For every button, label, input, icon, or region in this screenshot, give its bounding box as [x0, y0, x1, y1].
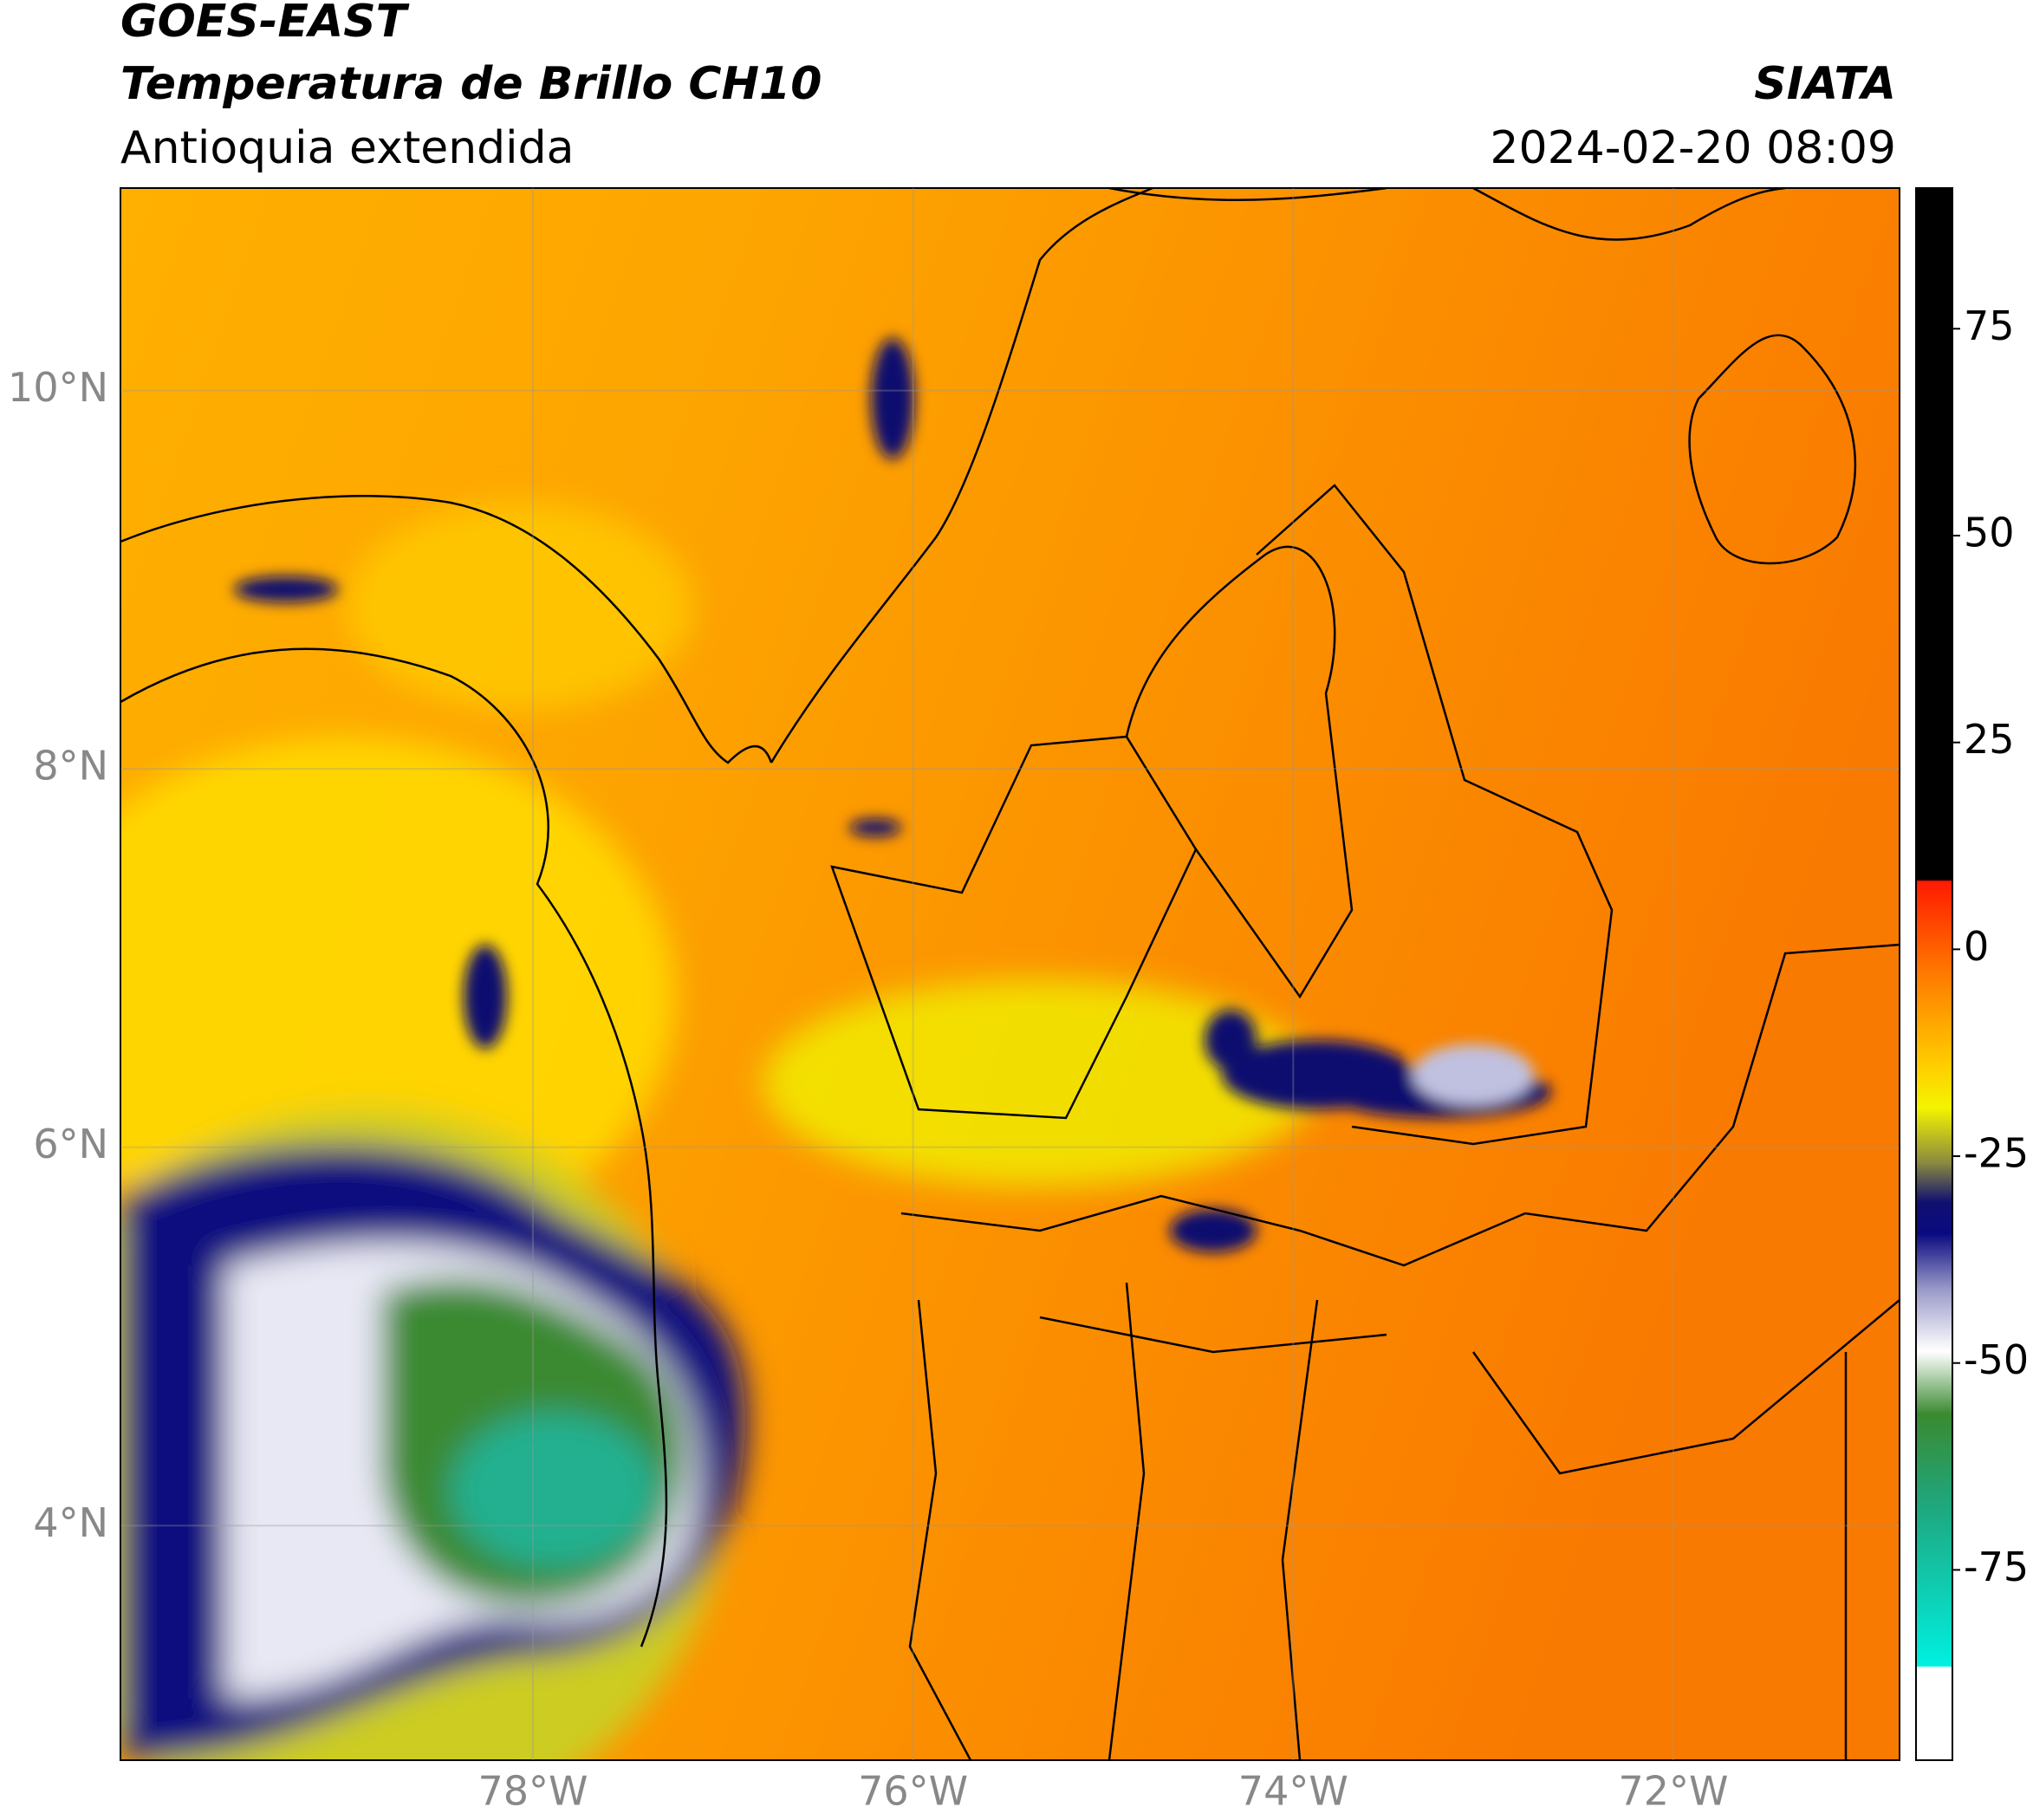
lat-tick-label: 8°N: [33, 743, 108, 790]
lat-tick-label: 4°N: [33, 1499, 108, 1546]
satellite: GOES-EAST: [120, 0, 410, 48]
colorbar-tick-label: 25: [1964, 716, 2015, 763]
lon-tick-label: 78°W: [477, 1768, 588, 1815]
region: Antioquia extendida: [120, 122, 575, 174]
colorbar-tick-label: -50: [1964, 1336, 2029, 1383]
lon-tick-label: 76°W: [858, 1768, 968, 1815]
colorbar-tick-label: 75: [1964, 302, 2015, 349]
colorbar-tick-label: 0: [1964, 923, 1989, 970]
satellite-image: [120, 188, 1900, 1760]
lat-tick-label: 10°N: [8, 364, 108, 411]
lat-tick-label: 6°N: [33, 1121, 108, 1167]
datetime: 2024-02-20 08:09: [1490, 122, 1896, 174]
map-frame: [120, 187, 1900, 1761]
agency: SIATA: [1754, 58, 1896, 110]
product: Temperatura de Brillo CH10: [120, 58, 822, 110]
lon-tick-label: 72°W: [1618, 1768, 1728, 1815]
colorbar: [1915, 187, 1953, 1761]
colorbar-tick-label: 50: [1964, 509, 2015, 556]
colorbar-tick-label: -25: [1964, 1130, 2029, 1177]
colorbar-tick-label: -75: [1964, 1544, 2029, 1590]
lon-tick-label: 74°W: [1238, 1768, 1348, 1815]
